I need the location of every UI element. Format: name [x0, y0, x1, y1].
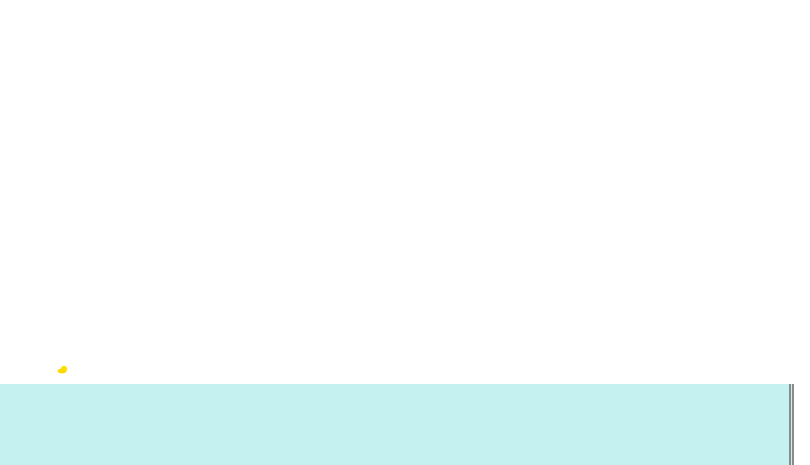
sensor-summary-table — [0, 384, 794, 465]
sun-cloud-icon — [57, 365, 68, 374]
